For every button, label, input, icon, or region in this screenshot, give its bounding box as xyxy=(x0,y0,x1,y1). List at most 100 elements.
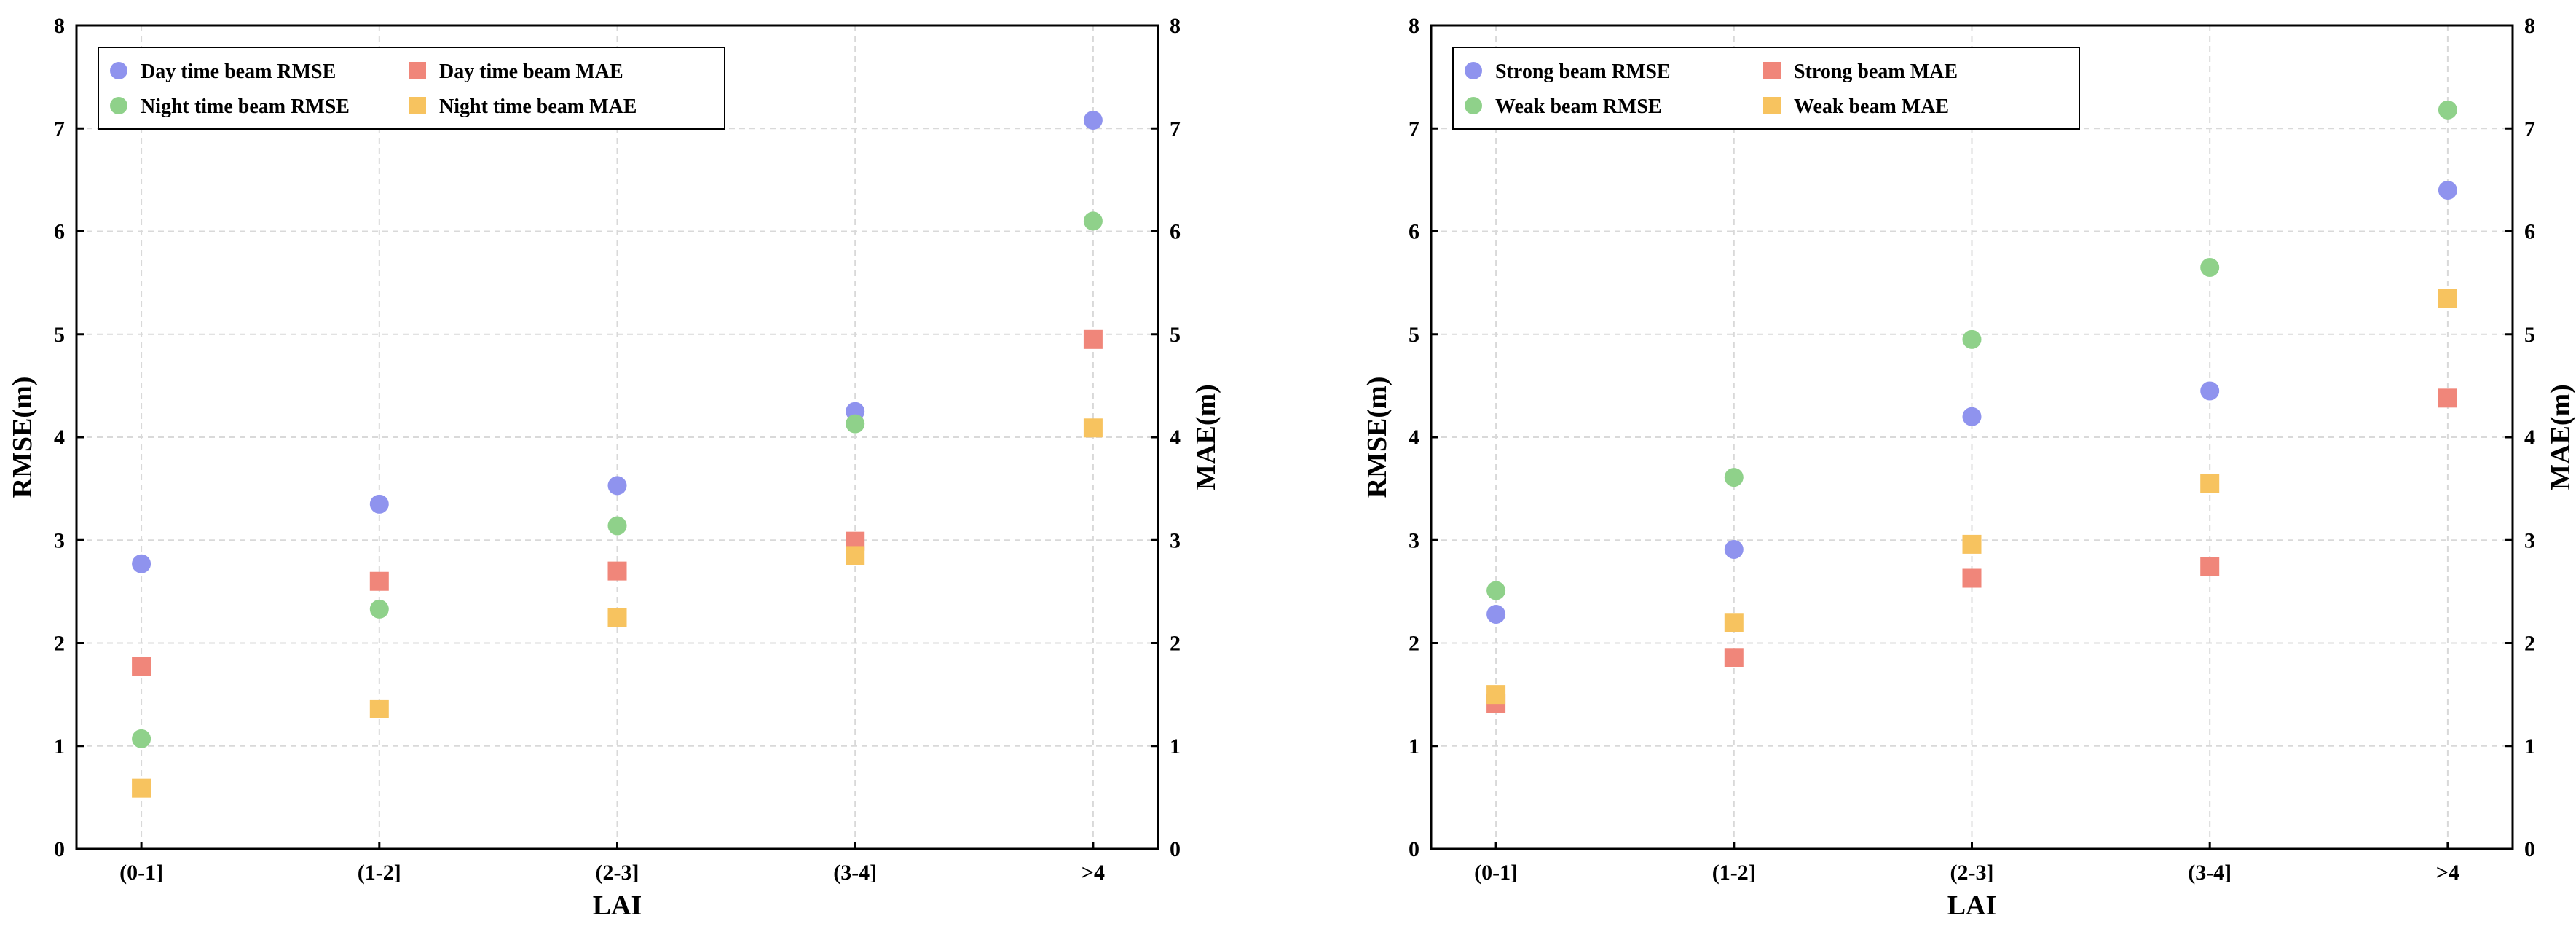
x-axis-title: LAI xyxy=(593,890,642,921)
data-point xyxy=(607,561,627,581)
y-tick-label-left: 1 xyxy=(54,735,65,759)
legend-label: Weak beam MAE xyxy=(1794,95,1949,118)
y-tick-label-left: 3 xyxy=(1409,528,1419,552)
legend-marker xyxy=(110,97,127,114)
legend-item: Day time beam RMSE xyxy=(110,60,336,83)
data-point xyxy=(2438,100,2457,120)
series-2 xyxy=(1486,100,2457,600)
legend-marker xyxy=(1763,62,1781,79)
y-tick-label-right: 2 xyxy=(1170,632,1181,656)
legend-marker xyxy=(1763,97,1781,114)
y-tick-label-right: 8 xyxy=(1170,14,1181,38)
data-point xyxy=(1724,648,1744,667)
data-point xyxy=(607,516,627,536)
y-axis-title-right: MAE(m) xyxy=(2545,384,2576,490)
data-point xyxy=(2200,257,2220,277)
y-tick-label-left: 3 xyxy=(54,528,65,552)
legend-marker xyxy=(1465,97,1482,114)
x-tick-label: (1-2] xyxy=(358,861,401,885)
legend-label: Night time beam MAE xyxy=(439,95,637,118)
legend-item: Night time beam RMSE xyxy=(110,95,350,118)
y-tick-label-right: 7 xyxy=(2524,117,2535,141)
y-tick-label-right: 4 xyxy=(1170,426,1181,450)
data-point xyxy=(1724,468,1744,487)
data-point xyxy=(846,414,865,434)
legend: Day time beam RMSE Night time beam RMSE Da… xyxy=(98,47,725,130)
data-point xyxy=(1083,211,1103,231)
legend-label: Strong beam MAE xyxy=(1794,60,1958,83)
data-point xyxy=(1962,407,1982,426)
data-point xyxy=(1083,418,1103,438)
data-point xyxy=(1962,329,1982,349)
legend-label: Weak beam RMSE xyxy=(1495,95,1662,118)
y-tick-label-right: 4 xyxy=(2524,426,2535,450)
data-point xyxy=(1486,604,1506,624)
y-tick-label-right: 8 xyxy=(2524,14,2535,38)
data-point xyxy=(369,571,389,591)
data-point xyxy=(1083,110,1103,130)
data-marks xyxy=(1486,100,2457,713)
series-1 xyxy=(1486,181,2457,624)
grid xyxy=(1431,26,2513,849)
grid xyxy=(76,26,1158,849)
y-tick-label-left: 1 xyxy=(1409,735,1419,759)
y-tick-label-right: 6 xyxy=(1170,220,1181,244)
y-tick-label-right: 1 xyxy=(1170,735,1181,759)
data-point xyxy=(2200,381,2220,401)
data-point xyxy=(846,546,865,565)
y-tick-label-left: 8 xyxy=(54,14,65,38)
legend-item: Strong beam MAE xyxy=(1763,60,1958,83)
x-tick-label: (2-3] xyxy=(1950,861,1994,885)
data-point xyxy=(369,494,389,514)
y-tick-label-left: 6 xyxy=(54,220,65,244)
series-4 xyxy=(132,418,1103,798)
chart-panel-1: 0 0 1 1 2 2 3 3 4 4 5 5 6 6 7 7 8 8 (0-1] (1-2] (2-3] (3-4] >4… xyxy=(7,14,1221,921)
y-tick-label-right: 2 xyxy=(2524,632,2535,656)
data-point xyxy=(1486,581,1506,600)
legend-marker xyxy=(409,97,426,114)
x-tick-label: >4 xyxy=(2436,861,2459,885)
series-2 xyxy=(132,211,1103,748)
data-point xyxy=(2438,289,2457,308)
y-tick-label-left: 2 xyxy=(54,632,65,656)
legend-item: Night time beam MAE xyxy=(409,95,637,118)
y-tick-label-right: 6 xyxy=(2524,220,2535,244)
y-tick-label-right: 7 xyxy=(1170,117,1181,141)
legend-label: Night time beam RMSE xyxy=(141,95,350,118)
y-tick-label-left: 0 xyxy=(1409,837,1419,861)
x-tick-label: (2-3] xyxy=(596,861,639,885)
x-axis-title: LAI xyxy=(1947,890,1997,921)
y-tick-label-right: 5 xyxy=(1170,323,1181,347)
y-tick-label-left: 8 xyxy=(1409,14,1419,38)
y-tick-label-right: 5 xyxy=(2524,323,2535,347)
y-tick-label-right: 3 xyxy=(1170,528,1181,552)
data-point xyxy=(1962,534,1982,554)
y-tick-label-left: 0 xyxy=(54,837,65,861)
y-tick-label-left: 6 xyxy=(1409,220,1419,244)
y-tick-label-left: 4 xyxy=(1409,426,1419,450)
y-tick-label-right: 0 xyxy=(2524,837,2535,861)
y-tick-label-right: 0 xyxy=(1170,837,1181,861)
y-axis-title-right: MAE(m) xyxy=(1191,384,1221,490)
x-tick-label: (0-1] xyxy=(119,861,163,885)
x-tick-label: (1-2] xyxy=(1712,861,1756,885)
data-point xyxy=(1724,539,1744,559)
data-point xyxy=(607,608,627,627)
data-point xyxy=(132,657,151,676)
legend-item: Weak beam MAE xyxy=(1763,95,1949,118)
data-point xyxy=(132,778,151,798)
y-tick-label-left: 5 xyxy=(1409,323,1419,347)
legend-label: Day time beam MAE xyxy=(439,60,623,83)
legend-box xyxy=(98,47,725,130)
series-4 xyxy=(1486,289,2457,705)
data-point xyxy=(2200,474,2220,493)
data-point xyxy=(369,699,389,718)
legend-marker xyxy=(1465,62,1482,79)
y-axis-title-left: RMSE(m) xyxy=(1362,377,1393,498)
legend-label: Day time beam RMSE xyxy=(141,60,336,83)
data-point xyxy=(369,599,389,619)
legend-box xyxy=(1452,47,2080,130)
data-point xyxy=(132,554,151,573)
